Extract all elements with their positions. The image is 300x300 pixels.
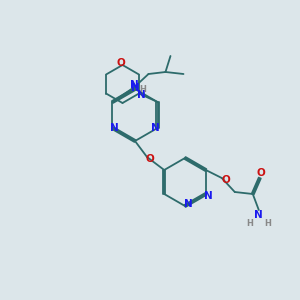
Text: O: O bbox=[116, 58, 125, 68]
Text: O: O bbox=[221, 175, 230, 185]
Text: N: N bbox=[130, 83, 140, 93]
Text: N: N bbox=[110, 123, 119, 133]
Text: N: N bbox=[136, 91, 145, 100]
Text: O: O bbox=[256, 168, 265, 178]
Text: H: H bbox=[246, 218, 253, 227]
Text: N: N bbox=[254, 210, 263, 220]
Text: H: H bbox=[139, 85, 146, 94]
Text: O: O bbox=[146, 154, 154, 164]
Text: N: N bbox=[130, 80, 139, 90]
Text: N: N bbox=[151, 123, 160, 133]
Text: N: N bbox=[204, 191, 213, 201]
Text: H: H bbox=[264, 218, 271, 227]
Text: N: N bbox=[184, 199, 192, 209]
